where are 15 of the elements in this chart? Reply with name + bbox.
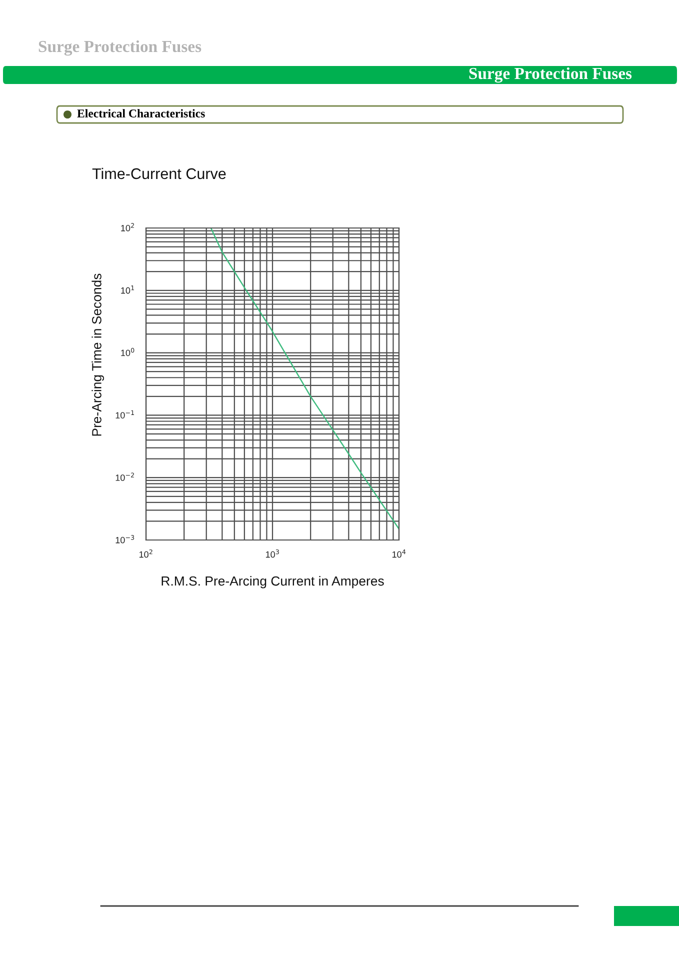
x-tick-label: 10$^{3}$	[266, 549, 279, 558]
text: Surge Protection Fuses	[469, 67, 632, 83]
y-tick-label: 10$^{1}$	[121, 286, 134, 294]
y-tick-label: 10$^{−2}$	[116, 472, 134, 481]
y-axis-title: Pre-Arcing Time in Seconds	[92, 274, 104, 436]
x-axis-title: R.M.S. Pre-Arcing Current in Amperes	[162, 576, 384, 588]
y-tick-label: 10$^{−1}$	[116, 410, 134, 418]
chart-title: Time-Current Curve	[92, 168, 226, 180]
text: Surge Protection Fuses	[38, 40, 202, 56]
y-tick-label: 10$^{0}$	[121, 348, 134, 356]
x-tick-label: 10$^{4}$	[392, 550, 406, 558]
x-tick-label: 10$^{2}$	[139, 549, 152, 558]
text: Electrical Characteristics	[77, 109, 205, 118]
y-tick-label: 10$^{−3}$	[116, 535, 134, 544]
y-tick-label: 10$^{2}$	[121, 223, 134, 232]
